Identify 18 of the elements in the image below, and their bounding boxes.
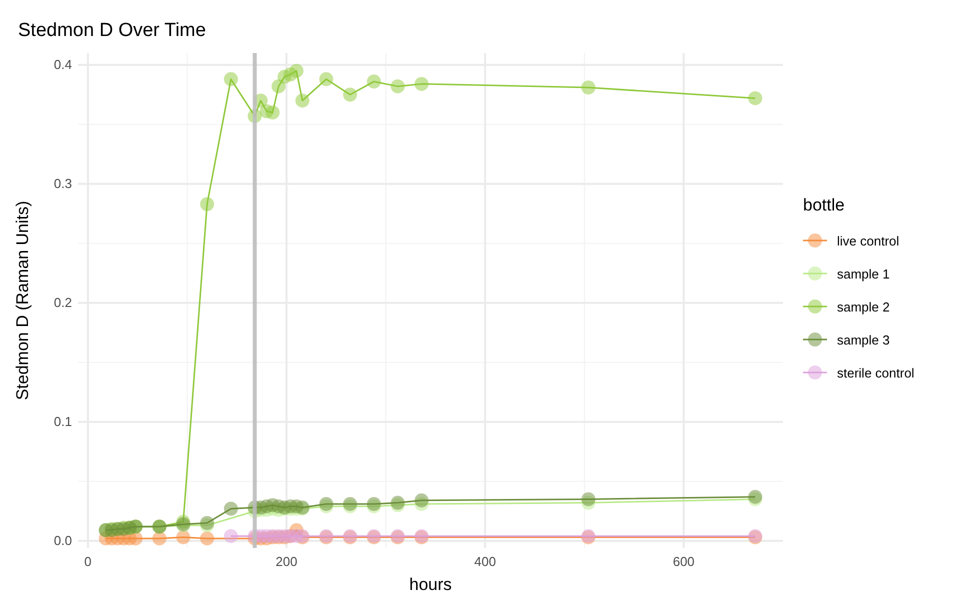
x-tick-label: 600	[672, 554, 695, 569]
x-tick-label: 400	[474, 554, 496, 569]
y-tick-label: 0.3	[54, 176, 72, 191]
legend-label: sample 3	[837, 332, 890, 348]
legend-label: sample 2	[837, 300, 890, 314]
y-tick-label: 0.0	[54, 532, 72, 548]
x-tick-label: 0	[84, 554, 92, 569]
legend-label: live control	[837, 234, 900, 248]
legend-label: sample 1	[837, 266, 890, 282]
y-tick-label: 0.4	[54, 56, 72, 72]
y-tick-label: 0.1	[54, 414, 72, 429]
x-tick-label: 200	[276, 554, 298, 569]
y-tick-label: 0.2	[54, 294, 72, 310]
legend-title: bottle	[803, 196, 845, 214]
legend-label: sterile control	[837, 366, 914, 380]
x-axis-title: hours	[409, 575, 452, 594]
y-axis-title: Stedmon D (Raman Units)	[13, 200, 32, 400]
chart-title: Stedmon D Over Time	[18, 20, 206, 41]
